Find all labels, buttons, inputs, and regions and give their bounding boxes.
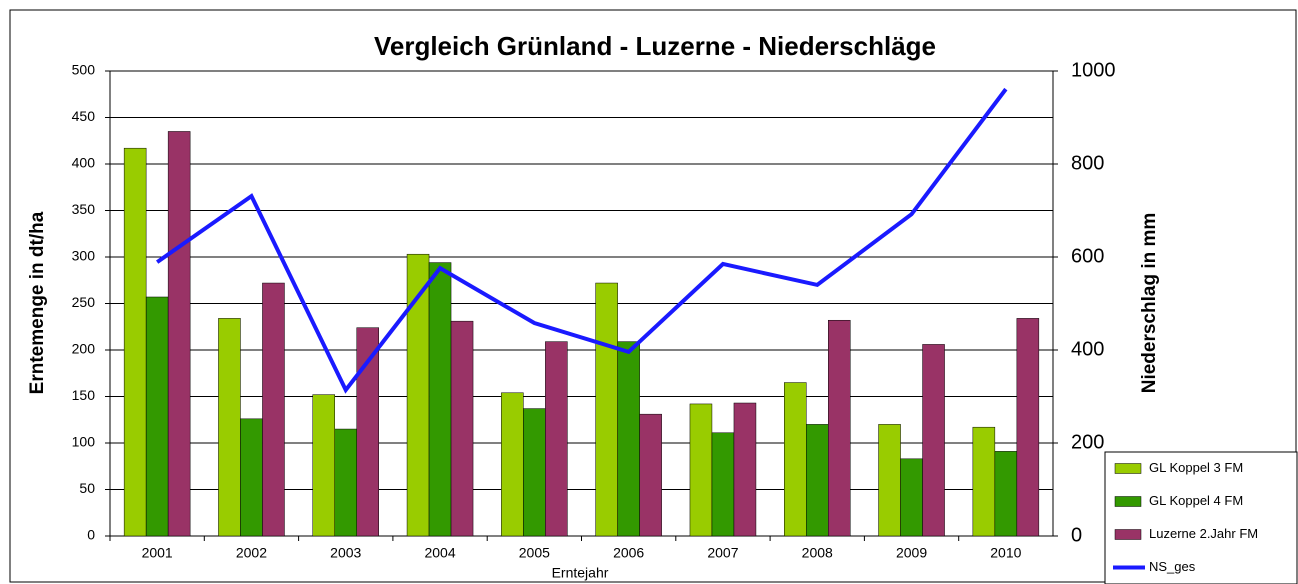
legend-swatch xyxy=(1114,529,1142,540)
legend-label: Luzerne 2.Jahr FM xyxy=(1149,526,1258,541)
x-axis-title: Erntejahr xyxy=(552,565,609,581)
chart-frame xyxy=(9,9,1297,583)
y2-axis-title: Niederschlag in mm xyxy=(1139,213,1160,394)
bar xyxy=(145,296,169,537)
bar xyxy=(806,424,829,537)
bar xyxy=(617,341,640,537)
x-tick-label: 2007 xyxy=(707,545,738,561)
y-tick-label: 200 xyxy=(72,341,96,357)
bar xyxy=(784,382,807,537)
x-tick-label: 2008 xyxy=(802,545,833,561)
y-tick-label: 500 xyxy=(72,62,96,78)
legend-swatch xyxy=(1114,496,1142,507)
y2-tick-label: 0 xyxy=(1071,524,1082,546)
bar xyxy=(878,424,901,537)
bar xyxy=(428,262,452,537)
y-tick-label: 50 xyxy=(79,480,95,496)
bar xyxy=(922,344,945,537)
y2-tick-label: 400 xyxy=(1071,338,1104,360)
bar xyxy=(711,432,735,537)
x-tick-label: 2004 xyxy=(424,545,455,561)
bar xyxy=(356,327,379,537)
bar xyxy=(312,394,335,537)
y-tick-label: 350 xyxy=(72,201,96,217)
bar xyxy=(994,451,1018,537)
y2-tick-label: 600 xyxy=(1071,245,1104,267)
legend-box xyxy=(1104,451,1298,584)
y-tick-label: 450 xyxy=(72,108,96,124)
bar xyxy=(595,282,618,537)
y2-tick-label: 200 xyxy=(1071,431,1104,453)
bar xyxy=(639,413,662,537)
x-tick-label: 2010 xyxy=(990,545,1021,561)
line xyxy=(156,87,1008,394)
x-tick-label: 2001 xyxy=(142,545,173,561)
x-tick-label: 2005 xyxy=(519,545,550,561)
y2-tick-label: 1000 xyxy=(1071,59,1116,81)
bar xyxy=(501,392,524,537)
x-tick-label: 2002 xyxy=(236,545,267,561)
bar xyxy=(334,428,357,537)
x-tick-label: 2009 xyxy=(896,545,927,561)
legend-label: NS_ges xyxy=(1149,559,1196,574)
bar xyxy=(123,147,147,537)
legend-label: GL Koppel 3 FM xyxy=(1149,460,1243,475)
y-tick-label: 100 xyxy=(72,434,96,450)
y-tick-label: 400 xyxy=(72,155,96,171)
bar xyxy=(1016,318,1040,537)
y2-tick-label: 800 xyxy=(1071,152,1104,174)
y-tick-label: 0 xyxy=(87,527,95,543)
chart-title: Vergleich Grünland - Luzerne - Niedersch… xyxy=(374,31,936,61)
y-tick-label: 250 xyxy=(72,294,96,310)
legend-swatch xyxy=(1114,463,1142,474)
y-tick-label: 300 xyxy=(72,248,96,264)
x-tick-label: 2006 xyxy=(613,545,644,561)
bar xyxy=(523,408,546,537)
bar xyxy=(218,318,241,537)
bar xyxy=(972,426,996,537)
bar xyxy=(900,458,923,537)
y-axis-title: Erntemenge in dt/ha xyxy=(27,211,48,394)
bar xyxy=(167,131,191,537)
x-tick-label: 2003 xyxy=(330,545,361,561)
bar xyxy=(733,402,757,537)
bar xyxy=(828,319,851,537)
bar xyxy=(689,403,713,537)
bar xyxy=(240,418,263,537)
bar xyxy=(262,282,285,537)
bar xyxy=(450,320,474,537)
y-tick-label: 150 xyxy=(72,387,96,403)
bar xyxy=(545,341,568,537)
legend-label: GL Koppel 4 FM xyxy=(1149,493,1243,508)
